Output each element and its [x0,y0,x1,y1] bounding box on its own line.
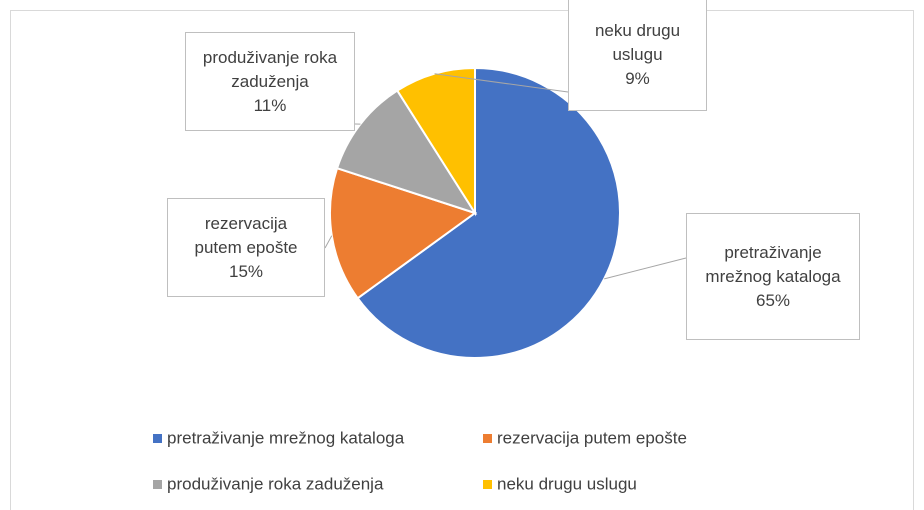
data-label-value: 65% [755,290,791,310]
data-label: produživanje roka zaduženja 11% [185,32,355,131]
legend-swatch [153,480,162,489]
leader-line [324,235,333,249]
leader-line [434,73,569,93]
leader-line [604,257,687,280]
data-label-category: pretraživanje mrežnog kataloga [705,242,841,286]
data-label-value: 11% [253,95,287,115]
data-label-category: rezervacija putem epošte [194,213,298,257]
data-label: pretraživanje mrežnog kataloga 65% [686,213,860,340]
chart-border [10,10,914,510]
legend-label: pretraživanje mrežnog kataloga [167,428,405,447]
legend-label: rezervacija putem epošte [497,428,687,447]
data-label: neku drugu uslugu 9% [568,0,707,111]
legend-swatch [483,434,492,443]
data-label-category: produživanje roka zaduženja [202,47,338,91]
legend-label: neku drugu uslugu [497,474,637,493]
data-label: rezervacija putem epošte 15% [167,198,325,297]
legend-swatch [483,480,492,489]
legend-label: produživanje roka zaduženja [167,474,384,493]
data-label-value: 9% [625,68,650,88]
data-label-category: neku drugu uslugu [594,20,681,64]
legend-swatch [153,434,162,443]
data-label-value: 15% [228,261,264,281]
